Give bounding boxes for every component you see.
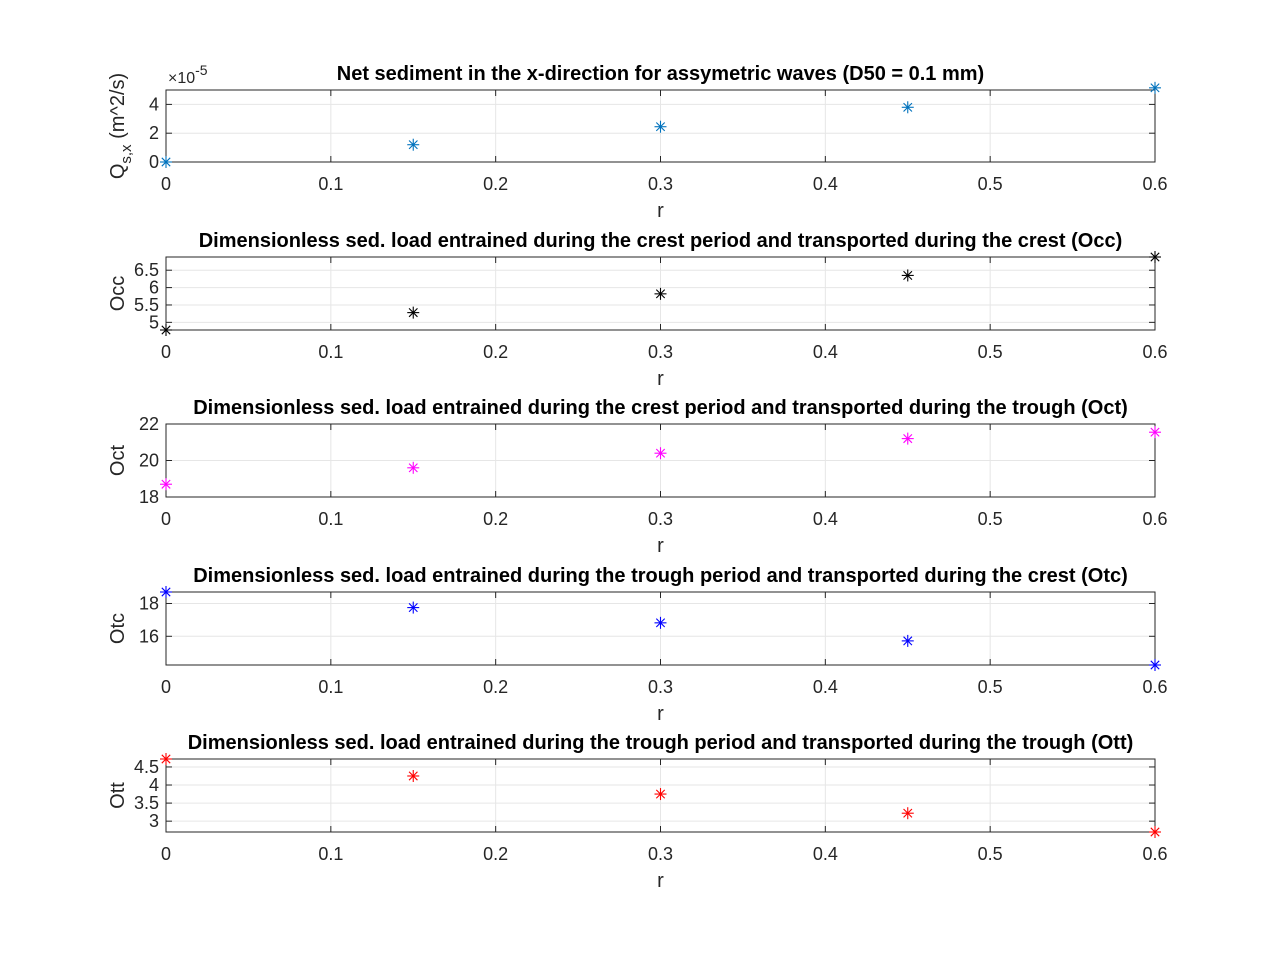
x-tick-label: 0.5 — [978, 509, 1003, 529]
y-tick-label: 3.5 — [134, 793, 159, 813]
data-point — [654, 447, 667, 460]
x-tick-label: 0 — [161, 509, 171, 529]
data-point — [901, 269, 914, 282]
y-tick-label: 18 — [139, 487, 159, 507]
subplot-5: 0 0.1 0.2 0.3 0.4 0.5 0.6 33.544.5 Dimensionless… — [107, 732, 1168, 892]
y-tick-label: 2 — [149, 123, 159, 143]
y-tick-label: 22 — [139, 414, 159, 434]
x-tick-label: 0.5 — [978, 174, 1003, 194]
y-tick-label: 0 — [149, 152, 159, 172]
y-axis-label: Otc — [107, 613, 129, 644]
x-tick-label: 0.4 — [813, 844, 838, 864]
x-tick-label: 0 — [161, 844, 171, 864]
x-axis-label: r — [657, 200, 664, 222]
data-point — [1149, 426, 1161, 439]
x-tick-label: 0.5 — [978, 677, 1003, 697]
data-point — [654, 120, 667, 133]
x-tick-label: 0.3 — [648, 342, 673, 362]
data-point — [407, 306, 420, 319]
data-point — [654, 287, 667, 300]
data-point — [1149, 81, 1161, 94]
x-tick-label: 0.3 — [648, 509, 673, 529]
x-tick-label: 0 — [161, 174, 171, 194]
data-point — [901, 634, 914, 647]
y-tick-label: 5 — [149, 312, 159, 332]
x-tick-label: 0 — [161, 677, 171, 697]
x-tick-label: 0.6 — [1142, 509, 1167, 529]
y-tick-label: 6 — [149, 278, 159, 298]
x-tick-label: 0.1 — [318, 174, 343, 194]
subplot-3: 0 0.1 0.2 0.3 0.4 0.5 0.6 18 20 22 Dimensionless s… — [107, 397, 1168, 557]
y-tick-label: 16 — [139, 626, 159, 646]
x-tick-label: 0.2 — [483, 844, 508, 864]
data-point — [160, 753, 172, 765]
chart-title: Dimensionless sed. load entrained during… — [188, 732, 1134, 754]
y-axis-label: Ott — [107, 782, 129, 809]
subplot-1: 0 0.1 0.2 0.3 0.4 0.5 0.6 0 2 4 ×10-5 Net sediment … — [107, 62, 1168, 222]
x-tick-label: 0.1 — [318, 844, 343, 864]
data-point — [407, 601, 420, 614]
data-point — [160, 478, 172, 491]
x-tick-label: 0.4 — [813, 509, 838, 529]
x-tick-label: 0.6 — [1142, 174, 1167, 194]
y-tick-label: 5.5 — [134, 295, 159, 315]
data-point — [1149, 826, 1161, 838]
data-point — [654, 788, 667, 801]
x-tick-label: 0.2 — [483, 677, 508, 697]
subplot-4: 0 0.1 0.2 0.3 0.4 0.5 0.6 16 18 Dimensionless sed… — [107, 565, 1168, 725]
x-tick-label: 0.1 — [318, 677, 343, 697]
x-tick-label: 0.5 — [978, 844, 1003, 864]
x-axis-label: r — [657, 870, 664, 892]
chart-title: Dimensionless sed. load entrained during… — [199, 230, 1123, 252]
y-tick-label: 18 — [139, 593, 159, 613]
y-tick-label: 20 — [139, 451, 159, 471]
data-point — [160, 324, 172, 336]
x-tick-label: 0.3 — [648, 677, 673, 697]
x-tick-label: 0 — [161, 342, 171, 362]
y-exponent-label: ×10-5 — [168, 62, 208, 87]
chart-title: Dimensionless sed. load entrained during… — [193, 397, 1128, 419]
x-tick-label: 0.4 — [813, 677, 838, 697]
x-tick-label: 0.3 — [648, 174, 673, 194]
x-axis-label: r — [657, 535, 664, 557]
y-tick-label: 3 — [149, 811, 159, 831]
data-point — [1149, 659, 1161, 671]
x-tick-label: 0.1 — [318, 342, 343, 362]
y-axis-label: Occ — [107, 276, 129, 312]
x-tick-label: 0.6 — [1142, 677, 1167, 697]
x-tick-label: 0.1 — [318, 509, 343, 529]
x-tick-label: 0.2 — [483, 174, 508, 194]
x-tick-label: 0.2 — [483, 342, 508, 362]
y-tick-label: 6.5 — [134, 260, 159, 280]
x-axis-label: r — [657, 368, 664, 390]
x-tick-label: 0.6 — [1142, 342, 1167, 362]
y-tick-label: 4.5 — [134, 757, 159, 777]
x-tick-label: 0.6 — [1142, 844, 1167, 864]
data-point — [901, 432, 914, 445]
x-tick-label: 0.4 — [813, 342, 838, 362]
data-point — [654, 616, 667, 629]
x-axis-label: r — [657, 703, 664, 725]
x-tick-label: 0.3 — [648, 844, 673, 864]
subplot-2: 0 0.1 0.2 0.3 0.4 0.5 0.6 55.566.5 Dimensionless… — [107, 230, 1168, 390]
data-point — [407, 461, 420, 474]
y-tick-label: 4 — [149, 94, 159, 114]
data-point — [407, 138, 420, 151]
x-tick-label: 0.4 — [813, 174, 838, 194]
data-point — [407, 769, 420, 782]
chart-title: Dimensionless sed. load entrained during… — [193, 565, 1128, 587]
x-tick-label: 0.2 — [483, 509, 508, 529]
data-point — [160, 586, 172, 598]
x-tick-label: 0.5 — [978, 342, 1003, 362]
y-tick-label: 4 — [149, 775, 159, 795]
chart-title: Net sediment in the x-direction for assy… — [337, 63, 984, 85]
y-axis-label: Oct — [107, 445, 129, 477]
data-point — [1149, 251, 1161, 263]
data-point — [901, 101, 914, 114]
data-point — [160, 156, 172, 168]
y-axis-label: Qs,x (m^2/s) — [107, 73, 135, 179]
data-point — [901, 807, 914, 820]
